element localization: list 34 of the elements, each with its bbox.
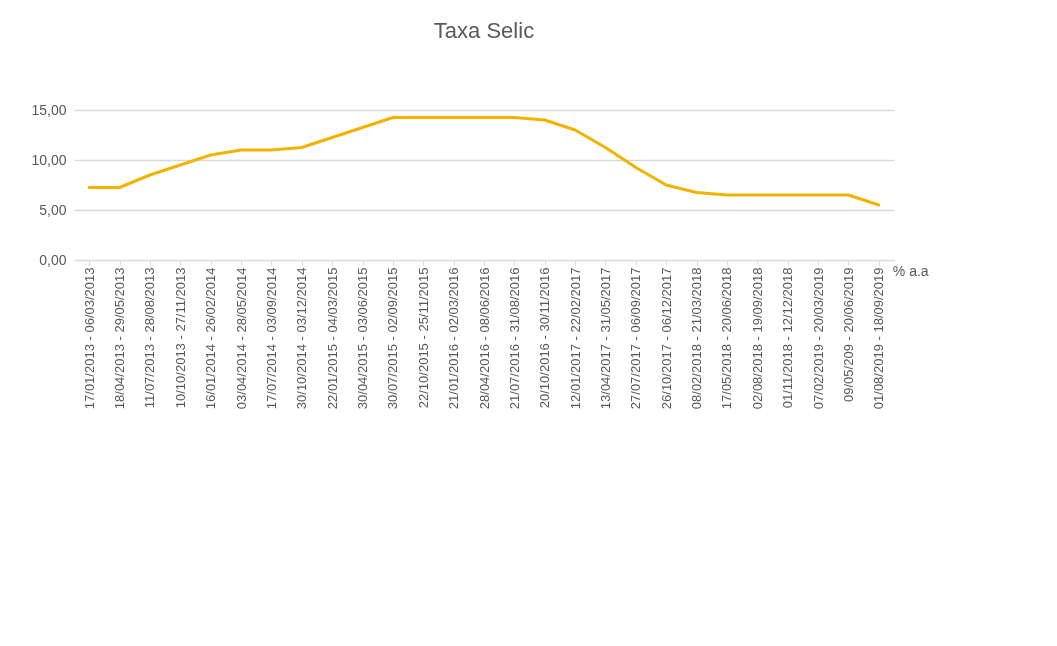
x-tick-label: 30/04/2015 - 03/06/2015 <box>355 267 371 410</box>
x-tick-label: 18/04/2013 - 29/05/2013 <box>112 267 128 410</box>
x-tick-label: 27/07/2017 - 06/09/2017 <box>628 267 644 410</box>
x-tick-label: 13/04/2017 - 31/05/2017 <box>597 267 613 410</box>
x-tick-label: 03/04/2014 - 28/05/2014 <box>233 267 249 410</box>
y-tick-label: 5,00 <box>39 201 67 218</box>
x-tick-label: 17/07/2014 - 03/09/2014 <box>263 267 279 410</box>
x-tick-label: 16/01/2014 - 26/02/2014 <box>203 267 219 410</box>
x-tick-label: 30/07/2015 - 02/09/2015 <box>385 267 401 410</box>
x-tick-label: 22/10/2015 - 25/11/2015 <box>415 267 431 409</box>
line-series <box>87 116 881 207</box>
x-tick-label: 02/08/2018 - 19/09/2018 <box>749 267 765 410</box>
x-tick-label: 17/01/2013 - 06/03/2013 <box>81 267 97 410</box>
x-tick-label: 11/07/2013 - 28/08/2013 <box>142 267 158 409</box>
y-tick-label: 15,00 <box>31 101 67 118</box>
x-tick-label: 17/05/2018 - 20/06/2018 <box>719 267 735 410</box>
x-tick-label: 01/08/2019 - 18/09/2019 <box>871 267 887 410</box>
x-tick-label: 12/01/2017 - 22/02/2017 <box>567 267 583 410</box>
x-tick-label: 20/10/2016 - 30/11/2016 <box>537 267 553 409</box>
x-tick-label: 30/10/2014 - 03/12/2014 <box>294 267 310 410</box>
x-tick-label: 28/04/2016 - 08/06/2016 <box>476 267 492 410</box>
x-tick-label: 08/02/2018 - 21/03/2018 <box>689 267 705 410</box>
y-tick-label: 0,00 <box>39 251 67 268</box>
x-tick-label: 01/11/2018 - 12/12/2018 <box>780 267 796 409</box>
chart-title: Taxa Selic <box>433 18 535 43</box>
y-tick-label: 10,00 <box>31 151 67 168</box>
text: % a.a <box>892 263 929 279</box>
x-tick-label: 26/10/2017 - 06/12/2017 <box>658 267 674 410</box>
x-tick-label: 10/10/2013 - 27/11/2013 <box>172 267 188 409</box>
x-tick-label: 21/07/2016 - 31/08/2016 <box>506 267 522 410</box>
x-tick-label: 09/05/209 - 20/06/2019 <box>840 267 856 402</box>
x-tick-label: 07/02/2019 - 20/03/2019 <box>810 267 826 410</box>
x-tick-label: 22/01/2015 - 04/03/2015 <box>324 267 340 410</box>
x-tick-label: 21/01/2016 - 02/03/2016 <box>446 267 462 410</box>
